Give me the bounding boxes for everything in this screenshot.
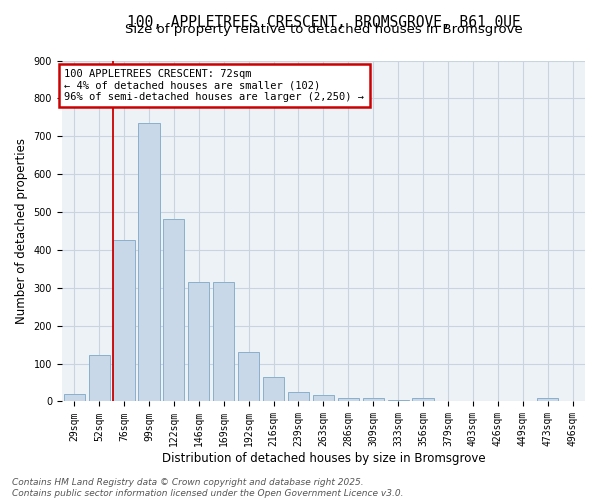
Text: 100, APPLETREES CRESCENT, BROMSGROVE, B61 0UE: 100, APPLETREES CRESCENT, BROMSGROVE, B6… xyxy=(127,15,520,30)
Bar xyxy=(362,398,384,402)
Bar xyxy=(388,400,409,402)
Bar xyxy=(263,377,284,402)
Bar xyxy=(139,123,160,402)
Bar xyxy=(213,282,235,402)
Text: 100 APPLETREES CRESCENT: 72sqm
← 4% of detached houses are smaller (102)
96% of : 100 APPLETREES CRESCENT: 72sqm ← 4% of d… xyxy=(64,69,364,102)
Text: Contains HM Land Registry data © Crown copyright and database right 2025.
Contai: Contains HM Land Registry data © Crown c… xyxy=(12,478,404,498)
Bar xyxy=(188,282,209,402)
Bar xyxy=(113,240,134,402)
Bar xyxy=(288,392,309,402)
Bar xyxy=(537,398,558,402)
Bar xyxy=(313,394,334,402)
Bar xyxy=(238,352,259,402)
Bar xyxy=(163,218,184,402)
Bar xyxy=(64,394,85,402)
Y-axis label: Number of detached properties: Number of detached properties xyxy=(15,138,28,324)
X-axis label: Distribution of detached houses by size in Bromsgrove: Distribution of detached houses by size … xyxy=(161,452,485,465)
Bar xyxy=(412,398,434,402)
Bar xyxy=(338,398,359,402)
Bar xyxy=(89,356,110,402)
Title: Size of property relative to detached houses in Bromsgrove: Size of property relative to detached ho… xyxy=(125,23,522,36)
